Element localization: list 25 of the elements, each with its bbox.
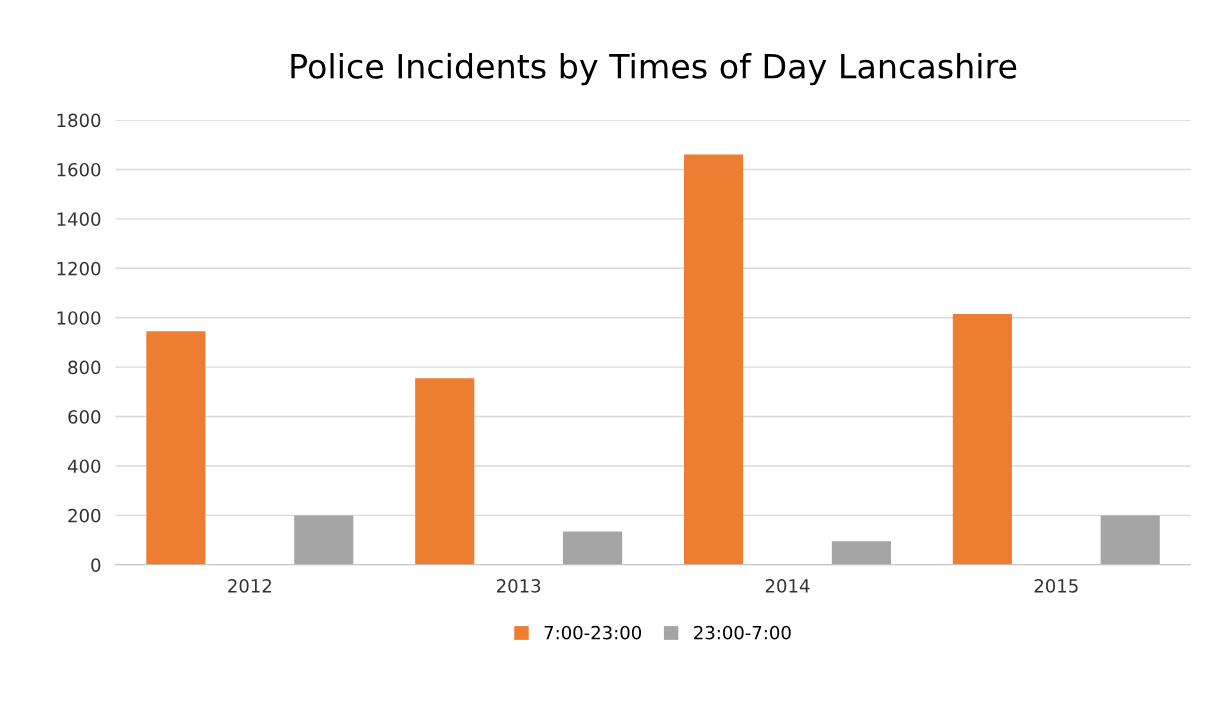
bar (683, 154, 744, 565)
chart-title: Police Incidents by Times of Day Lancashire (291, 53, 1017, 86)
x-tick-label: 2014 (765, 579, 810, 593)
x-tick-label: 2015 (1034, 579, 1078, 593)
y-tick-label: 800 (68, 360, 101, 375)
y-tick-label: 1200 (57, 261, 101, 276)
y-tick-label: 1800 (57, 113, 101, 128)
legend-label: 23:00-7:00 (694, 625, 791, 640)
x-tick-label: 2013 (497, 579, 541, 593)
bar (1100, 515, 1160, 565)
y-tick-label: 1400 (57, 212, 101, 226)
y-tick-label: 400 (67, 459, 101, 474)
bar (831, 541, 891, 565)
y-tick-label: 1600 (57, 162, 101, 177)
bar (563, 531, 623, 565)
bar (294, 515, 354, 565)
y-tick-label: 600 (68, 410, 101, 424)
bar (415, 378, 475, 565)
bar (146, 331, 206, 565)
x-tick-label: 2012 (228, 579, 271, 593)
y-tick-label: 0 (91, 558, 101, 572)
y-tick-label: 1000 (57, 311, 101, 325)
bar (952, 313, 1012, 565)
y-tick-label: 200 (68, 508, 101, 523)
legend-label: 7:00-23:00 (544, 625, 642, 640)
